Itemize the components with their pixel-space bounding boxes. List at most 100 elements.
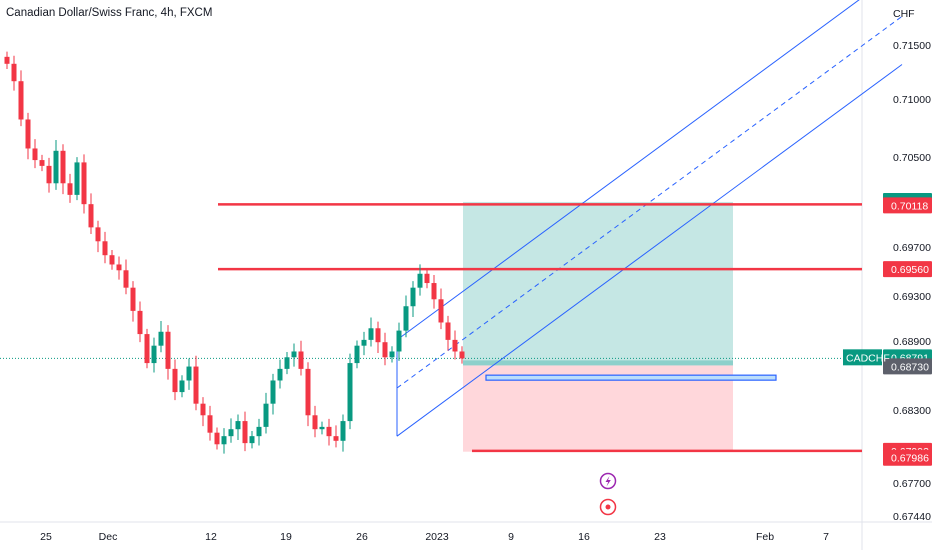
candle-body	[333, 436, 339, 441]
entry-price-badge-bg	[883, 358, 932, 375]
candle-body	[249, 436, 255, 444]
lightning-event-glyph	[605, 476, 611, 487]
candle-body	[32, 148, 38, 161]
candle-body	[438, 299, 444, 323]
level-price-badge-bg	[883, 197, 932, 214]
candle-body	[221, 436, 227, 445]
candle-body	[242, 421, 248, 444]
candle-body	[46, 165, 52, 184]
candle-body	[354, 345, 360, 364]
candle-body	[340, 421, 346, 441]
candle-body	[452, 339, 458, 352]
candle-body	[235, 421, 241, 430]
price-tick-label: 0.71000	[893, 94, 931, 106]
time-tick-label: 2023	[425, 531, 449, 543]
candle-body	[382, 342, 388, 358]
price-tick-label: 0.68900	[893, 336, 931, 348]
candle-body	[4, 56, 10, 64]
candle-body	[165, 331, 171, 369]
candle-body	[417, 273, 423, 288]
channel-lower-line	[396, 64, 903, 437]
candle-body	[319, 426, 325, 430]
time-tick-label: Dec	[99, 531, 118, 543]
candle-body	[53, 150, 59, 184]
time-tick-label: 23	[654, 531, 666, 543]
candle-body	[74, 162, 80, 195]
candle-body	[368, 328, 374, 340]
candle-body	[179, 380, 185, 393]
price-tick-label: 0.68300	[893, 405, 931, 417]
candle-body	[228, 429, 234, 437]
price-tick-label: 0.71500	[893, 40, 931, 52]
flag-event-icon	[599, 498, 617, 516]
candle-body	[116, 264, 122, 271]
support-zone	[485, 374, 777, 381]
time-tick-label: 9	[508, 531, 514, 543]
candle-body	[81, 162, 87, 205]
stop-price-badge-bg	[883, 449, 932, 466]
lightning-event-icon	[599, 472, 617, 490]
candle-body	[11, 63, 17, 82]
channel-upper-line	[396, 0, 860, 341]
price-tick-label: 0.67440	[893, 511, 931, 523]
chart-title: Canadian Dollar/Swiss Franc, 4h, FXCM	[6, 7, 213, 19]
time-tick-label: 19	[280, 531, 292, 543]
candle-body	[375, 328, 381, 343]
candle-body	[158, 331, 164, 346]
candle-body	[326, 426, 332, 437]
symbol-tag-bg	[843, 349, 882, 366]
candle-body	[263, 403, 269, 427]
candle-body	[151, 345, 157, 364]
candle-body	[424, 273, 430, 284]
candle-body	[60, 150, 66, 184]
candle-body	[312, 415, 318, 430]
time-tick-label: 25	[40, 531, 52, 543]
candle-body	[67, 183, 73, 195]
candle-body	[186, 366, 192, 381]
candle-body	[270, 380, 276, 404]
price-tick-label: 0.69700	[893, 242, 931, 254]
candle-body	[396, 330, 402, 352]
candle-body	[431, 283, 437, 300]
time-tick-label: 7	[823, 531, 829, 543]
candle-body	[347, 363, 353, 422]
candle-body	[137, 310, 143, 335]
channel-median-line	[396, 15, 903, 389]
candle-body	[95, 227, 101, 242]
candle-body	[18, 81, 24, 120]
candle-body	[39, 160, 45, 166]
candle-body	[459, 351, 465, 359]
candle-body	[410, 287, 416, 307]
candle-body	[214, 432, 220, 445]
time-tick-label: 16	[578, 531, 590, 543]
candle-body	[88, 204, 94, 228]
candle-body	[445, 322, 451, 340]
flag-event-dot	[605, 504, 611, 510]
stop-price-badge: 0.67986	[891, 453, 929, 465]
candle-body	[207, 415, 213, 433]
candle-body	[102, 241, 108, 256]
time-tick-label: 12	[205, 531, 217, 543]
candle-body	[172, 368, 178, 393]
candle-body	[200, 403, 206, 416]
candle-body	[144, 334, 150, 364]
candle-body	[403, 306, 409, 331]
candle-body	[361, 339, 367, 346]
candle-body	[256, 426, 262, 437]
time-tick-label: 26	[356, 531, 368, 543]
price-tick-label: 0.67700	[893, 478, 931, 490]
price-tick-label: 0.70500	[893, 152, 931, 164]
level-price-badge: 0.70118	[891, 200, 928, 212]
candle-body	[284, 357, 290, 369]
candle-body	[291, 351, 297, 358]
candle-body	[305, 368, 311, 416]
candle-body	[109, 255, 115, 265]
price-axis-currency: CHF	[893, 8, 915, 20]
candle-body	[389, 351, 395, 358]
level-price-badge: 0.69560	[891, 264, 929, 276]
entry-price-badge: 0.68730	[891, 361, 929, 373]
candle-body	[277, 368, 283, 381]
symbol-tag: CADCHF	[846, 352, 890, 364]
position-entry-band	[463, 360, 733, 366]
